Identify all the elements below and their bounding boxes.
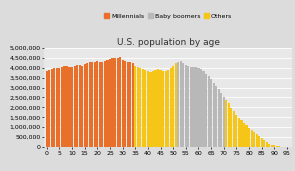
Bar: [278, 146, 281, 147]
Bar: [175, 63, 177, 147]
Bar: [235, 115, 237, 147]
Bar: [250, 130, 253, 147]
Bar: [187, 66, 189, 147]
Bar: [172, 66, 174, 147]
Bar: [63, 66, 65, 147]
Bar: [205, 74, 207, 147]
Bar: [202, 71, 205, 147]
Bar: [197, 68, 199, 147]
Bar: [192, 67, 194, 147]
Bar: [71, 67, 73, 147]
Bar: [51, 69, 53, 147]
Bar: [46, 71, 48, 147]
Title: U.S. population by age: U.S. population by age: [117, 38, 220, 47]
Bar: [142, 69, 144, 147]
Bar: [210, 79, 212, 147]
Bar: [230, 108, 232, 147]
Bar: [144, 70, 147, 147]
Bar: [276, 146, 278, 147]
Bar: [81, 66, 83, 147]
Bar: [218, 89, 220, 147]
Bar: [137, 67, 139, 147]
Bar: [248, 128, 250, 147]
Bar: [139, 68, 141, 147]
Bar: [155, 70, 157, 147]
Bar: [68, 67, 71, 147]
Bar: [268, 144, 270, 147]
Bar: [225, 100, 227, 147]
Bar: [253, 132, 255, 147]
Bar: [86, 63, 88, 147]
Bar: [122, 60, 124, 147]
Bar: [271, 145, 273, 147]
Bar: [84, 64, 86, 147]
Bar: [56, 68, 58, 147]
Bar: [157, 69, 159, 147]
Bar: [223, 97, 225, 147]
Bar: [243, 123, 245, 147]
Bar: [240, 120, 242, 147]
Bar: [185, 65, 187, 147]
Bar: [180, 61, 182, 147]
Bar: [94, 62, 96, 147]
Bar: [66, 66, 68, 147]
Bar: [195, 67, 197, 147]
Bar: [167, 70, 169, 147]
Bar: [134, 66, 136, 147]
Bar: [91, 62, 93, 147]
Bar: [78, 65, 81, 147]
Bar: [124, 61, 126, 147]
Bar: [177, 62, 179, 147]
Bar: [101, 62, 104, 147]
Bar: [132, 63, 134, 147]
Bar: [152, 71, 154, 147]
Bar: [117, 58, 119, 147]
Bar: [190, 67, 192, 147]
Bar: [104, 61, 106, 147]
Bar: [245, 125, 248, 147]
Bar: [58, 68, 60, 147]
Bar: [149, 72, 152, 147]
Bar: [200, 69, 202, 147]
Bar: [261, 138, 263, 147]
Bar: [61, 67, 63, 147]
Bar: [73, 66, 76, 147]
Bar: [220, 93, 222, 147]
Bar: [160, 70, 162, 147]
Bar: [99, 62, 101, 147]
Bar: [129, 62, 131, 147]
Bar: [127, 62, 129, 147]
Bar: [266, 142, 268, 147]
Bar: [170, 68, 172, 147]
Bar: [263, 140, 265, 147]
Bar: [114, 58, 116, 147]
Bar: [273, 146, 276, 147]
Bar: [106, 60, 109, 147]
Bar: [119, 57, 121, 147]
Bar: [207, 76, 210, 147]
Bar: [255, 134, 258, 147]
Bar: [233, 111, 235, 147]
Bar: [109, 59, 111, 147]
Bar: [112, 58, 114, 147]
Bar: [238, 118, 240, 147]
Bar: [228, 103, 230, 147]
Bar: [213, 83, 215, 147]
Bar: [215, 86, 217, 147]
Bar: [147, 71, 149, 147]
Bar: [53, 68, 55, 147]
Bar: [182, 63, 184, 147]
Bar: [258, 136, 260, 147]
Bar: [165, 71, 167, 147]
Bar: [89, 62, 91, 147]
Bar: [48, 70, 50, 147]
Bar: [162, 71, 164, 147]
Legend: Millennials, Baby boomers, Others: Millennials, Baby boomers, Others: [104, 13, 232, 19]
Bar: [76, 65, 78, 147]
Bar: [96, 61, 99, 147]
